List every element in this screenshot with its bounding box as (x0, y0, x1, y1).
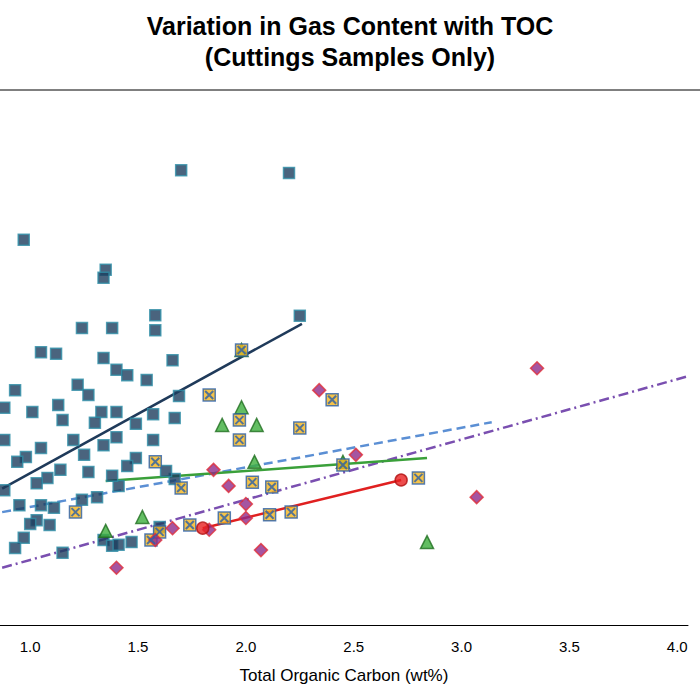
svg-text:3.5: 3.5 (559, 638, 580, 655)
svg-text:1.0: 1.0 (20, 638, 41, 655)
svg-text:2.0: 2.0 (235, 638, 256, 655)
svg-text:Variation in Gas Content with: Variation in Gas Content with TOC (147, 12, 554, 40)
svg-text:Total Organic Carbon (wt%): Total Organic Carbon (wt%) (240, 666, 449, 685)
svg-text:2.5: 2.5 (343, 638, 364, 655)
svg-text:3.0: 3.0 (451, 638, 472, 655)
svg-text:4.0: 4.0 (667, 638, 688, 655)
svg-text:1.5: 1.5 (128, 638, 149, 655)
svg-text:(Cuttings Samples Only): (Cuttings Samples Only) (205, 43, 495, 71)
